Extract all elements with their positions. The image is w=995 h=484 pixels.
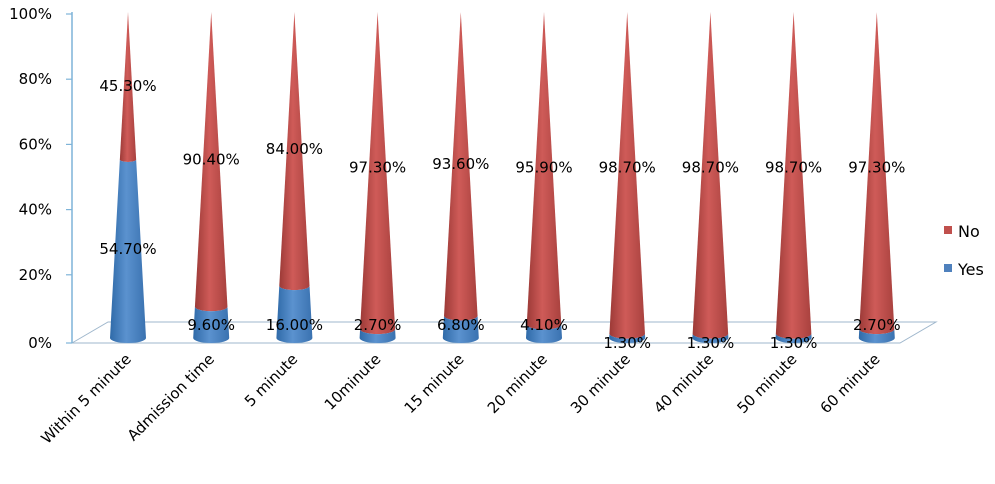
cone-yes-segment: [193, 306, 230, 344]
y-tick-label: 20%: [19, 266, 52, 284]
cones: [110, 12, 895, 344]
category-label: 30 minute: [567, 350, 634, 417]
cone-no-segment: [444, 12, 478, 321]
cone-yes-segment: [692, 333, 729, 344]
cone-no-segment: [360, 12, 396, 335]
legend-swatch-yes: [944, 264, 952, 272]
legend: No Yes: [944, 222, 984, 279]
y-axis-ticks: [66, 13, 72, 344]
data-label-yes: 9.60%: [187, 316, 235, 334]
legend-label-no: No: [958, 222, 980, 241]
y-axis-tick-labels: 0% 20% 40% 60% 80% 100%: [9, 5, 52, 352]
data-label-yes: 6.80%: [437, 316, 485, 334]
data-label-yes: 2.70%: [853, 316, 901, 334]
category-label: 60 minute: [817, 350, 884, 417]
data-label-no: 90.40%: [183, 150, 240, 168]
cone-yes-segment: [110, 159, 146, 344]
data-labels: 45.30% 54.70% 90.40% 9.60% 84.00% 16.00% 97.30…: [99, 77, 905, 352]
cone-no-segment: [194, 12, 228, 312]
data-label-no: 93.60%: [432, 155, 489, 173]
cone-no-segment: [775, 12, 812, 339]
data-label-no: 98.70%: [682, 158, 739, 176]
data-label-yes: 2.70%: [354, 316, 402, 334]
category-label: 50 minute: [733, 350, 800, 417]
category-label: Within 5 minute: [37, 350, 134, 447]
cone-no-segment: [119, 12, 137, 162]
data-label-yes: 1.30%: [687, 334, 735, 352]
cone-no-segment: [279, 12, 310, 291]
cone-yes-segment: [442, 315, 479, 344]
y-tick-label: 40%: [19, 201, 52, 219]
data-label-yes: 4.10%: [520, 316, 568, 334]
y-tick-label: 80%: [19, 70, 52, 88]
category-label: Admission time: [124, 350, 218, 444]
cone-yes-segment: [359, 329, 396, 344]
category-label: 5 minute: [241, 350, 301, 410]
cone-no-segment: [526, 12, 562, 330]
cone-yes-segment: [609, 333, 646, 344]
data-label-yes: 1.30%: [770, 334, 818, 352]
y-tick-label: 0%: [28, 334, 52, 352]
cone-yes-segment: [858, 329, 895, 344]
data-label-no: 45.30%: [99, 77, 156, 95]
cone-no-segment: [692, 12, 729, 339]
cone-no-segment: [609, 12, 645, 339]
cone-yes-segment: [775, 333, 812, 344]
legend-label-yes: Yes: [957, 260, 984, 279]
legend-swatch-no: [944, 226, 952, 234]
data-label-no: 97.30%: [848, 158, 905, 176]
data-label-no: 97.30%: [349, 158, 406, 176]
y-tick-label: 60%: [19, 135, 52, 153]
y-tick-label: 100%: [9, 5, 52, 23]
data-label-no: 84.00%: [266, 140, 323, 158]
data-label-no: 98.70%: [599, 158, 656, 176]
data-label-yes: 16.00%: [266, 316, 323, 334]
category-label: 15 minute: [401, 350, 468, 417]
cone-yes-segment: [526, 324, 562, 344]
category-label: 20 minute: [484, 350, 551, 417]
data-label-no: 95.90%: [515, 158, 572, 176]
data-label-no: 98.70%: [765, 158, 822, 176]
category-label: 40 minute: [650, 350, 717, 417]
category-label: 10minute: [321, 350, 385, 414]
cone-no-segment: [859, 12, 895, 335]
data-label-yes: 1.30%: [603, 334, 651, 352]
cone-yes-segment: [276, 285, 313, 344]
data-label-yes: 54.70%: [99, 240, 156, 258]
